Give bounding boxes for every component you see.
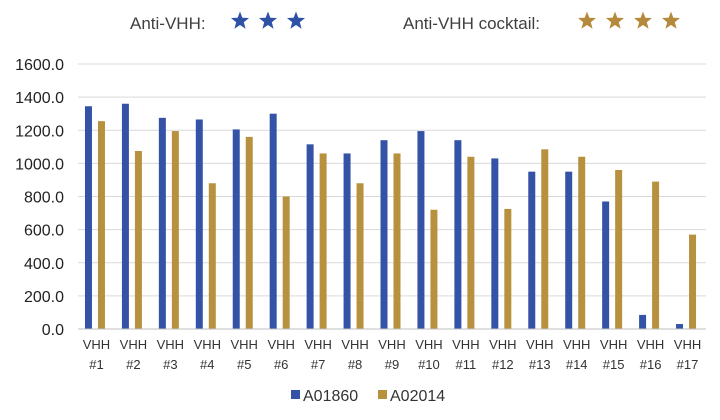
- x-tick-label-line1: VHH: [637, 337, 664, 352]
- legend: A01860 A02014: [291, 388, 445, 405]
- bar-a01860-2: [121, 103, 129, 329]
- bar-a01860-15: [602, 201, 610, 329]
- bar-a02014-6: [282, 196, 290, 329]
- x-tick-label-line2: #13: [529, 357, 551, 372]
- bar-a02014-5: [245, 136, 253, 329]
- star-icon: [577, 11, 597, 29]
- x-tick-label-line1: VHH: [194, 337, 221, 352]
- bar-a01860-4: [195, 119, 203, 329]
- y-tick-label: 1200.0: [15, 123, 64, 140]
- x-tick-label-line2: #7: [311, 357, 325, 372]
- bar-a02014-13: [541, 149, 549, 329]
- bar-a01860-5: [232, 129, 240, 329]
- bar-a02014-7: [319, 153, 327, 329]
- x-tick-label-line2: #5: [237, 357, 251, 372]
- x-tick-label-line1: VHH: [489, 337, 516, 352]
- legend-swatch-a02014: [378, 390, 387, 399]
- x-tick-label-line1: VHH: [415, 337, 442, 352]
- bar-a01860-11: [454, 140, 462, 329]
- bar-a02014-8: [356, 183, 364, 329]
- bar-a01860-12: [491, 158, 499, 329]
- gridlines: [78, 63, 706, 297]
- bar-a02014-4: [208, 183, 216, 329]
- bar-a01860-8: [343, 153, 351, 329]
- x-tick-label-line2: #6: [274, 357, 288, 372]
- x-tick-label-line2: #1: [89, 357, 103, 372]
- y-tick-label: 1400.0: [15, 90, 64, 107]
- anti-vhh-cocktail-label: Anti-VHH cocktail:: [403, 14, 540, 33]
- bar-a02014-1: [97, 121, 105, 329]
- x-tick-label-line1: VHH: [452, 337, 479, 352]
- x-tick-label-line1: VHH: [120, 337, 147, 352]
- bar-a02014-2: [134, 150, 142, 329]
- x-tick-label-line2: #17: [677, 357, 699, 372]
- star-icon: [286, 11, 306, 29]
- bar-a01860-7: [306, 144, 314, 329]
- x-tick-label-line1: VHH: [674, 337, 701, 352]
- bar-a01860-13: [528, 171, 536, 329]
- x-tick-label-line2: #14: [566, 357, 588, 372]
- bar-a01860-10: [417, 131, 425, 329]
- bar-a01860-14: [565, 171, 573, 329]
- bar-a01860-9: [380, 140, 388, 329]
- star-icon: [605, 11, 625, 29]
- star-icon: [258, 11, 278, 29]
- legend-label-a01860: A01860: [303, 388, 358, 405]
- x-axis-ticks: VHH #1 VHH #2 VHH #3 VHH #4 VHH #5 VHH #6 VHH #7 VHH #8…: [83, 337, 702, 372]
- anti-vhh-rating: [230, 11, 306, 29]
- x-tick-label-line1: VHH: [378, 337, 405, 352]
- y-tick-label: 400.0: [24, 256, 64, 273]
- x-tick-label-line2: #15: [603, 357, 625, 372]
- y-tick-label: 600.0: [24, 223, 64, 240]
- bar-a01860-17: [676, 324, 684, 329]
- y-tick-label: 800.0: [24, 190, 64, 207]
- x-tick-label-line2: #9: [385, 357, 399, 372]
- y-tick-label: 1000.0: [15, 156, 64, 173]
- bar-a01860-6: [269, 113, 277, 329]
- bar-a02014-16: [652, 181, 660, 329]
- x-tick-label-line2: #8: [348, 357, 362, 372]
- x-tick-label-line2: #2: [126, 357, 140, 372]
- bar-a02014-12: [504, 208, 512, 329]
- x-tick-label-line2: #3: [163, 357, 177, 372]
- bar-a02014-9: [393, 153, 401, 329]
- anti-vhh-label: Anti-VHH:: [130, 14, 206, 33]
- anti-vhh-cocktail-rating: [577, 11, 681, 29]
- star-icon: [661, 11, 681, 29]
- x-tick-label-line1: VHH: [341, 337, 368, 352]
- legend-swatch-a01860: [291, 390, 300, 399]
- y-tick-label: 1600.0: [15, 57, 64, 74]
- y-axis-ticks: 0.0 200.0 400.0 600.0 800.0 1000.0 1200.0 1400.…: [15, 57, 64, 339]
- bar-a01860-16: [639, 314, 647, 329]
- y-tick-label: 0.0: [42, 322, 64, 339]
- x-tick-label-line1: VHH: [600, 337, 627, 352]
- bar-a02014-3: [171, 131, 179, 329]
- bar-a02014-10: [430, 209, 438, 329]
- star-icon: [230, 11, 250, 29]
- chart-header: Anti-VHH: Anti-VHH cocktail:: [130, 11, 681, 33]
- legend-label-a02014: A02014: [390, 388, 445, 405]
- x-tick-label-line2: #16: [640, 357, 662, 372]
- x-tick-label-line2: #11: [456, 357, 477, 372]
- x-tick-label-line2: #10: [418, 357, 440, 372]
- bars: [84, 103, 697, 329]
- bar-a02014-15: [615, 170, 623, 329]
- x-tick-label-line1: VHH: [231, 337, 258, 352]
- x-tick-label-line2: #4: [200, 357, 214, 372]
- bar-a02014-17: [689, 234, 697, 329]
- x-tick-label-line1: VHH: [267, 337, 294, 352]
- bar-a02014-14: [578, 156, 586, 329]
- x-tick-label-line1: VHH: [304, 337, 331, 352]
- bar-a01860-1: [84, 106, 92, 329]
- x-tick-label-line1: VHH: [526, 337, 553, 352]
- x-tick-label-line1: VHH: [157, 337, 184, 352]
- y-tick-label: 200.0: [24, 289, 64, 306]
- x-tick-label-line2: #12: [492, 357, 514, 372]
- star-icon: [633, 11, 653, 29]
- x-tick-label-line1: VHH: [83, 337, 110, 352]
- x-tick-label-line1: VHH: [563, 337, 590, 352]
- bar-a01860-3: [158, 117, 166, 329]
- bar-a02014-11: [467, 156, 475, 329]
